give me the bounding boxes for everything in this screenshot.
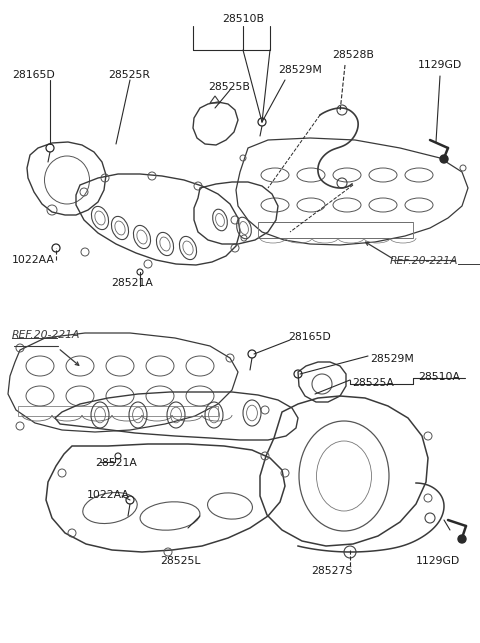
Text: 28529M: 28529M — [370, 354, 414, 364]
Text: REF.20-221A: REF.20-221A — [12, 330, 81, 340]
Text: 28525B: 28525B — [208, 82, 250, 92]
Circle shape — [458, 535, 466, 543]
Text: 1022AA: 1022AA — [86, 490, 130, 500]
Text: 28525L: 28525L — [160, 556, 200, 566]
Text: 28521A: 28521A — [111, 278, 153, 288]
Text: 1129GD: 1129GD — [416, 556, 460, 566]
Text: 28525A: 28525A — [352, 378, 394, 388]
Text: 28165D: 28165D — [288, 332, 331, 342]
Text: 28165D: 28165D — [12, 70, 55, 80]
Text: 28510A: 28510A — [418, 372, 460, 382]
Text: 1022AA: 1022AA — [12, 255, 55, 265]
Text: 28521A: 28521A — [95, 458, 137, 468]
Text: 28529M: 28529M — [278, 65, 322, 75]
Text: REF.20-221A: REF.20-221A — [389, 256, 458, 266]
Text: 28527S: 28527S — [312, 566, 353, 576]
Text: 28510B: 28510B — [222, 14, 264, 24]
Text: 28525R: 28525R — [108, 70, 150, 80]
Text: 1129GD: 1129GD — [418, 60, 462, 70]
Circle shape — [440, 155, 448, 163]
Text: 28528B: 28528B — [332, 50, 374, 60]
